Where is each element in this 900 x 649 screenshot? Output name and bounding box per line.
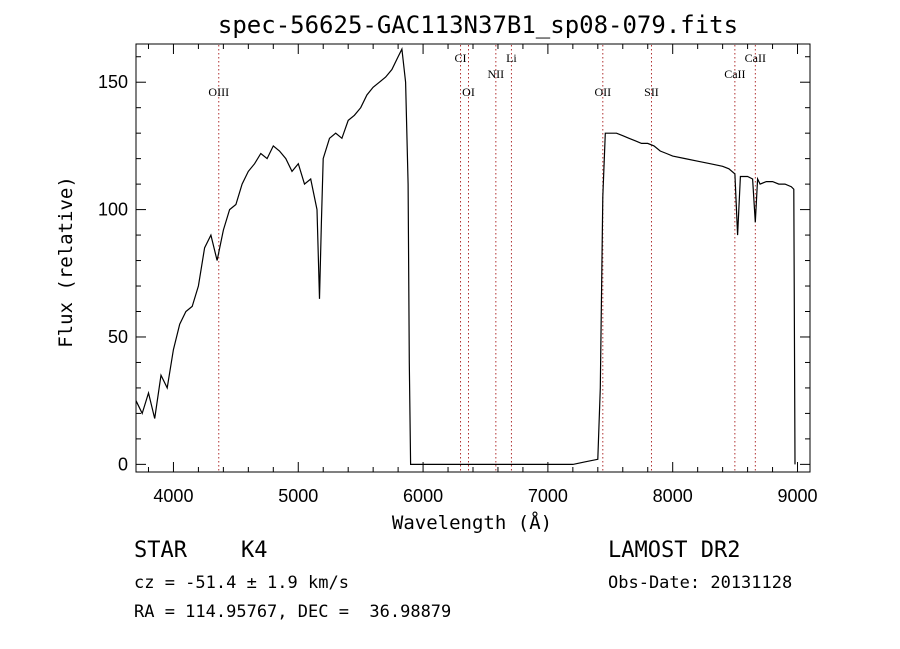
y-axis-label: Flux (relative) <box>55 176 77 348</box>
y-axis: 0 50 100 150 <box>98 56 810 474</box>
spectral-line-label-7: CaII <box>724 67 745 81</box>
spectral-line-label-8: CaII <box>745 51 766 65</box>
spectral-line-label-3: NII <box>488 67 505 81</box>
spectral-line-label-5: OII <box>594 85 611 99</box>
y-tick-label-1: 50 <box>108 327 128 347</box>
x-tick-label-3: 7000 <box>528 486 568 506</box>
chart-title: spec-56625-GAC113N37B1_sp08-079.fits <box>218 11 738 39</box>
object-subclass-label: K4 <box>241 538 268 563</box>
x-tick-label-5: 9000 <box>777 486 817 506</box>
x-axis-label: Wavelength (Å) <box>392 511 552 534</box>
object-class-label: STAR <box>134 538 187 563</box>
velocity-readout: cz = -51.4 ± 1.9 km/s <box>134 573 349 593</box>
spectral-line-label-1: CI <box>455 51 467 65</box>
coordinates-readout: RA = 114.95767, DEC = 36.98879 <box>134 602 452 622</box>
y-tick-label-2: 100 <box>98 200 128 220</box>
x-tick-label-1: 5000 <box>278 486 318 506</box>
x-tick-label-0: 4000 <box>153 486 193 506</box>
x-tick-label-4: 8000 <box>653 486 693 506</box>
spectral-line-label-6: SII <box>644 85 659 99</box>
y-tick-label-3: 150 <box>98 72 128 92</box>
survey-label: LAMOST DR2 <box>608 538 741 563</box>
x-tick-label-2: 6000 <box>403 486 443 506</box>
spectral-line-label-0: OIII <box>208 85 229 99</box>
spectrum-series-line <box>135 47 796 465</box>
spectral-line-label-2: OI <box>462 85 475 99</box>
obs-date-readout: Obs-Date: 20131128 <box>608 573 793 593</box>
plot-frame <box>135 43 811 473</box>
y-tick-label-0: 0 <box>118 454 128 474</box>
spectral-line-label-4: Li <box>506 51 517 65</box>
x-axis: 4000 5000 6000 7000 8000 9000 <box>147 44 818 506</box>
